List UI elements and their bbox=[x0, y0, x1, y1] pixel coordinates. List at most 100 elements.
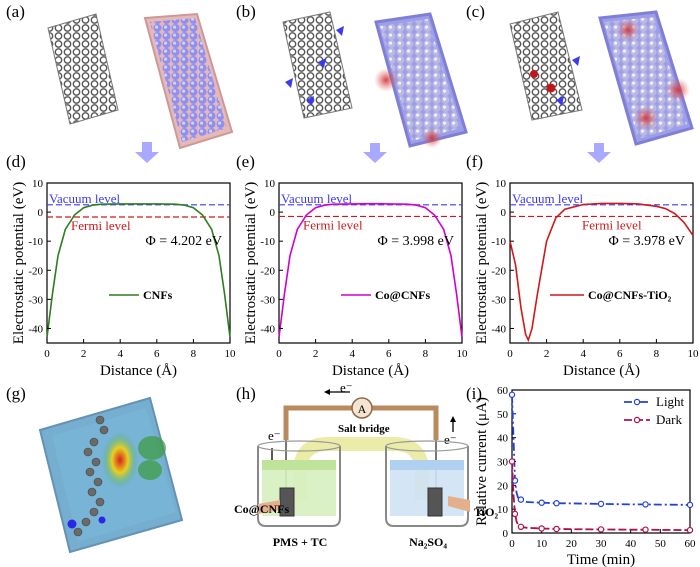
data-point bbox=[642, 526, 649, 533]
electron-top: e⁻ bbox=[340, 380, 353, 395]
y-tick-label: 0 bbox=[503, 528, 509, 540]
legend-label: Co@CNFs bbox=[375, 288, 430, 302]
ammeter-label: A bbox=[358, 402, 367, 416]
current-plot: 00 10 10 20 20 30 30 40 40 50 50 60 60 Time (min) Rela… bbox=[474, 385, 696, 567]
right-solution-label: Na₂SO₄ bbox=[409, 535, 447, 549]
y-axis-label: Electrostatic potential (eV) bbox=[11, 182, 27, 344]
y-tick-label: 10 bbox=[497, 504, 509, 516]
electron-left: e⁻ bbox=[268, 428, 281, 443]
charge-density-slab-a bbox=[143, 12, 234, 150]
potential-curve bbox=[509, 202, 694, 343]
panel-label-d: (d) bbox=[6, 152, 26, 171]
x-tick-label: 10 bbox=[688, 348, 700, 360]
work-function-label: Φ = 3.978 eV bbox=[609, 234, 685, 249]
ammeter-icon bbox=[351, 397, 373, 419]
potential-curve bbox=[278, 202, 463, 338]
y-tick-label: 10 bbox=[32, 178, 44, 190]
y-tick-label: -20 bbox=[260, 265, 275, 277]
y-tick-label: 0 bbox=[38, 207, 44, 219]
data-point bbox=[642, 501, 649, 508]
x-tick-label: 2 bbox=[313, 348, 319, 360]
left-solution-label: PMS + TC bbox=[273, 535, 328, 549]
charge-density-slab-b bbox=[374, 12, 468, 148]
y-tick-label: -20 bbox=[491, 265, 506, 277]
x-tick-label: 50 bbox=[655, 538, 667, 550]
x-tick-label: 4 bbox=[117, 348, 123, 360]
down-arrow-icon bbox=[587, 143, 611, 163]
x-tick-label: 4 bbox=[580, 348, 586, 360]
potential-charts: 10 0 -10 -20 -30 -40 0 2 4 6 8 10 Distance (Å) Electr… bbox=[11, 178, 699, 379]
data-point bbox=[538, 525, 545, 532]
data-point bbox=[553, 500, 560, 507]
data-point bbox=[517, 523, 525, 531]
right-electrode-label: TiO₂ bbox=[474, 505, 498, 519]
x-tick-label: 30 bbox=[596, 538, 608, 550]
y-tick-label: -10 bbox=[28, 236, 43, 248]
legend-label: CNFs bbox=[143, 288, 173, 302]
x-tick-label: 4 bbox=[349, 348, 355, 360]
y-tick-label: -30 bbox=[491, 294, 506, 306]
graphene-lattice-a bbox=[47, 13, 119, 125]
x-axis-label: Time (min) bbox=[567, 552, 635, 567]
x-tick-label: 8 bbox=[191, 348, 197, 360]
plot-frame bbox=[278, 182, 463, 344]
charge-density-slab-c bbox=[598, 10, 694, 146]
y-tick-label: 40 bbox=[497, 433, 509, 445]
y-tick-label: -30 bbox=[28, 294, 43, 306]
y-tick-label: -40 bbox=[491, 323, 506, 335]
x-tick-label: 10 bbox=[225, 348, 237, 360]
data-point bbox=[517, 496, 525, 503]
potential-plot-e: 10 0 -10 -20 -30 -40 0 2 4 6 8 10 Distance (Å) Electr… bbox=[243, 178, 468, 379]
x-tick-label: 6 bbox=[617, 348, 623, 360]
y-tick-label: 50 bbox=[497, 409, 509, 421]
y-tick-label: 10 bbox=[264, 178, 276, 190]
y-tick-label: -10 bbox=[260, 236, 275, 248]
y-tick-label: 60 bbox=[497, 385, 509, 397]
y-tick-label: 0 bbox=[501, 207, 507, 219]
vacuum-level-label: Vacuum level bbox=[281, 191, 353, 206]
legend-label: Co@CNFs-TiO₂ bbox=[588, 288, 672, 302]
potential-plot-d: 10 0 -10 -20 -30 -40 0 2 4 6 8 10 Distance (Å) Electr… bbox=[11, 178, 236, 379]
x-tick-label: 8 bbox=[423, 348, 429, 360]
panel-label-f: (f) bbox=[466, 152, 483, 171]
x-axis-label: Distance (Å) bbox=[100, 363, 177, 379]
work-function-label: Φ = 4.202 eV bbox=[146, 234, 222, 249]
x-tick-label: 0 bbox=[507, 348, 513, 360]
panel-label-b: (b) bbox=[236, 2, 256, 21]
legend-label: Dark bbox=[656, 412, 682, 427]
x-tick-label: 60 bbox=[685, 538, 697, 550]
right-pointer-icon bbox=[448, 496, 470, 512]
x-tick-label: 2 bbox=[81, 348, 87, 360]
vacuum-level-label: Vacuum level bbox=[512, 191, 584, 206]
panel-label-c: (c) bbox=[466, 2, 485, 21]
potential-plot-f: 10 0 -10 -20 -30 -40 0 2 4 6 8 10 Distance (Å) Electr… bbox=[474, 178, 699, 379]
data-point bbox=[597, 500, 605, 508]
series-line-dark bbox=[511, 461, 691, 531]
data-point bbox=[686, 501, 694, 509]
data-point bbox=[538, 499, 545, 506]
graphene-lattice-c bbox=[509, 11, 583, 121]
legend-marker bbox=[633, 416, 641, 424]
panel-label-i: (i) bbox=[466, 384, 483, 403]
x-tick-label: 0 bbox=[44, 348, 50, 360]
y-tick-label: 10 bbox=[495, 178, 507, 190]
vacuum-level-label: Vacuum level bbox=[49, 191, 121, 206]
panel-label-g: (g) bbox=[6, 384, 26, 403]
fermi-level-label: Fermi level bbox=[582, 217, 642, 232]
salt-bridge-label: Salt bridge bbox=[338, 423, 390, 435]
plot-frame bbox=[46, 182, 231, 344]
plot-frame bbox=[509, 182, 694, 344]
data-point bbox=[597, 526, 605, 533]
fermi-level-label: Fermi level bbox=[303, 217, 363, 232]
panel-label-a: (a) bbox=[6, 2, 25, 21]
structure-renderings bbox=[47, 10, 694, 150]
x-tick-label: 0 bbox=[276, 348, 282, 360]
panel-label-e: (e) bbox=[236, 152, 255, 171]
y-tick-label: 20 bbox=[497, 480, 509, 492]
x-tick-label: 20 bbox=[566, 538, 578, 550]
data-point bbox=[508, 391, 516, 398]
work-function-label: Φ = 3.998 eV bbox=[378, 234, 454, 249]
y-tick-label: -10 bbox=[491, 236, 506, 248]
